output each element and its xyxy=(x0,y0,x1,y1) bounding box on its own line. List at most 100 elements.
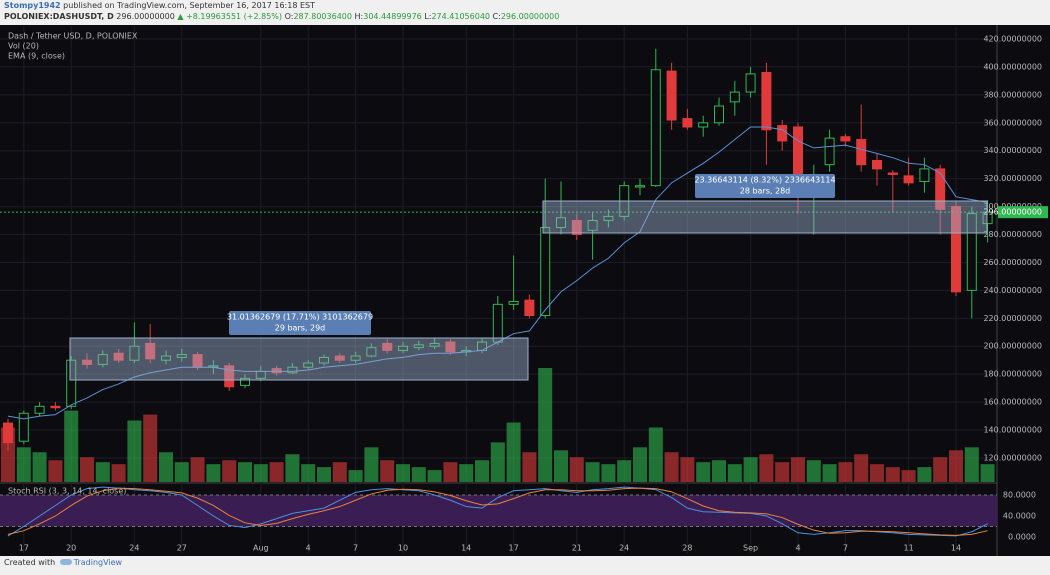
y-tick-label: 400.00000000 xyxy=(983,62,1042,71)
volume-bar xyxy=(80,457,94,482)
candle-body xyxy=(271,368,282,374)
y-tick-label: 120.00000000 xyxy=(983,453,1042,462)
candle-body xyxy=(18,412,29,442)
volume-bar xyxy=(332,462,347,482)
candle-body xyxy=(524,299,535,317)
volume-bar xyxy=(538,368,553,482)
volume-bar xyxy=(348,470,363,482)
candle-body xyxy=(872,159,882,170)
ohlc-value: 287.80036400 xyxy=(293,12,352,21)
volume-bar xyxy=(269,462,284,482)
candle-body xyxy=(161,355,171,361)
volume-bar xyxy=(949,450,963,482)
volume-bar xyxy=(206,464,221,482)
candle-body xyxy=(287,366,298,374)
volume-bar xyxy=(411,467,426,482)
stoch-line xyxy=(7,487,988,536)
volume-bar xyxy=(238,462,252,482)
candle-body xyxy=(176,354,187,358)
x-tick-label: 24 xyxy=(129,544,139,553)
candle-body xyxy=(745,73,756,93)
volume-bar xyxy=(680,457,695,482)
candle-body xyxy=(682,118,693,128)
volume-bar xyxy=(601,464,616,482)
y-tick-label: 200.00000000 xyxy=(983,342,1042,351)
volume-bar xyxy=(396,464,410,482)
volume-bar xyxy=(727,464,742,482)
candle-body xyxy=(97,354,108,365)
volume-bar xyxy=(427,470,442,482)
volume-bar xyxy=(253,464,268,482)
x-tick-label: 4 xyxy=(795,544,800,553)
candle-body xyxy=(635,185,645,188)
legend: Dash / Tether USD, D, POLONIEX Vol (20) … xyxy=(8,32,138,496)
x-tick-label: 11 xyxy=(904,544,914,553)
price: 296.00000000 xyxy=(116,12,175,21)
candle-body xyxy=(508,301,519,305)
published: published on TradingView.com, September … xyxy=(63,1,315,10)
volume-bar xyxy=(95,462,110,482)
volume-bar xyxy=(190,457,205,482)
range-label-box xyxy=(229,311,371,335)
candle-body xyxy=(145,342,156,360)
candle-body xyxy=(50,405,61,409)
candle-body xyxy=(240,377,250,386)
candle-body xyxy=(303,362,314,368)
x-tick-label: 14 xyxy=(951,544,961,553)
range-label: 23.36643114 (8.32%) 2336643114 xyxy=(694,176,835,185)
volume-bar xyxy=(159,452,173,482)
ohlc-label: H: xyxy=(354,12,364,21)
logo xyxy=(59,559,72,565)
candle-body xyxy=(650,69,661,187)
volume-bar xyxy=(917,467,932,482)
volume-bar xyxy=(775,462,790,482)
chart: 120.00000000 140.00000000 160.00000000 180.… xyxy=(0,25,1050,556)
range-label: 31.01362679 (17.71%) 3101362679 xyxy=(227,313,373,322)
last-price-tag xyxy=(998,206,1048,219)
legend-entry: EMA (9, close) xyxy=(8,52,65,61)
candle-body xyxy=(903,175,914,184)
y-tick-label: 380.00000000 xyxy=(983,90,1042,99)
volume-bar xyxy=(791,457,805,482)
volume-bar xyxy=(569,457,584,482)
volume-bar xyxy=(633,447,647,482)
last-price-label: 296.00000000 xyxy=(983,208,1042,217)
candle-body xyxy=(966,213,977,291)
x-tick-label: 17 xyxy=(19,544,29,553)
volume-bar xyxy=(364,447,379,482)
volume-bar xyxy=(111,464,126,482)
candle-body xyxy=(492,303,503,343)
candle-body xyxy=(714,105,724,124)
volume-bar xyxy=(933,457,948,482)
candle-body xyxy=(129,345,140,361)
footer-text: Created with xyxy=(4,558,56,567)
ema-line xyxy=(7,126,988,420)
candle-body xyxy=(113,352,124,361)
volume-bar xyxy=(459,464,474,482)
volume-bar xyxy=(964,447,979,482)
volume-bar xyxy=(838,462,853,482)
y-tick-label: 240.00000000 xyxy=(983,286,1042,295)
candle-body xyxy=(224,365,235,388)
x-tick-label: Aug xyxy=(253,544,269,553)
candle-body xyxy=(571,220,582,236)
x-tick-label: 14 xyxy=(461,544,471,553)
x-tick-label: Sep xyxy=(743,544,758,553)
candle-body xyxy=(666,70,677,121)
y-tick-label: 80.0000 xyxy=(1003,490,1036,499)
candle-body xyxy=(34,405,45,414)
volume-bar xyxy=(822,464,837,482)
candle-body xyxy=(761,72,772,131)
volume-bar xyxy=(475,460,489,482)
publish-line: Stompy1942 published on TradingView.com,… xyxy=(4,0,559,11)
volume-bar xyxy=(317,467,331,482)
y-tick-label: 360.00000000 xyxy=(983,118,1042,127)
volume-bar xyxy=(901,470,916,482)
volume-bar xyxy=(16,447,31,482)
volume-bar xyxy=(285,454,300,482)
candle-body xyxy=(777,125,788,142)
volume-bar xyxy=(743,457,758,482)
x-tick-label: 7 xyxy=(353,544,358,553)
annotations: 31.01362679 (17.71%) 3101362679 29 bars,… xyxy=(69,174,988,381)
volume-bar xyxy=(648,427,663,482)
